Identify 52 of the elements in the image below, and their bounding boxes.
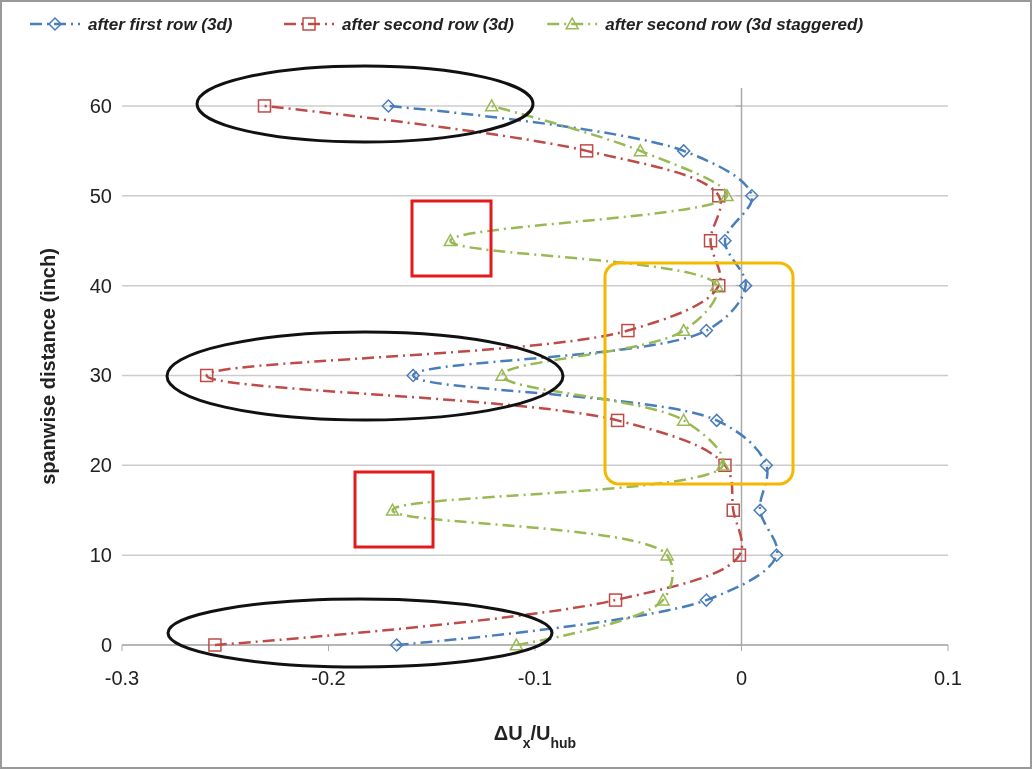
y-tick-label: 50 bbox=[89, 184, 112, 207]
point bbox=[621, 323, 635, 338]
point bbox=[443, 233, 458, 247]
point bbox=[495, 368, 509, 382]
point bbox=[509, 638, 524, 651]
point bbox=[608, 593, 623, 607]
x-tick-label: -0.2 bbox=[311, 667, 346, 689]
point bbox=[389, 638, 404, 652]
point bbox=[381, 99, 396, 113]
y-tick-label: 30 bbox=[89, 364, 112, 387]
point bbox=[610, 413, 625, 428]
point bbox=[385, 503, 400, 516]
y-tick-label: 40 bbox=[89, 274, 112, 297]
x-axis-title: ΔU$_{x}$/U$_{hub}$ bbox=[493, 722, 577, 751]
y-tick-label: 60 bbox=[89, 94, 112, 117]
point bbox=[199, 368, 214, 383]
y-tick-label: 10 bbox=[89, 544, 112, 567]
y-tick-label: 0 bbox=[100, 634, 112, 656]
point bbox=[656, 593, 670, 606]
point bbox=[208, 638, 222, 652]
point bbox=[660, 548, 674, 561]
point bbox=[257, 99, 272, 113]
point bbox=[732, 548, 747, 562]
point bbox=[676, 413, 691, 426]
x-tick-label: -0.3 bbox=[104, 667, 140, 689]
point bbox=[753, 503, 767, 517]
y-tick-label: 20 bbox=[89, 454, 112, 477]
legend-label: after second row (3d staggered) bbox=[605, 15, 864, 34]
point bbox=[745, 189, 759, 203]
x-tick-label: 0.1 bbox=[934, 667, 962, 689]
point bbox=[579, 144, 594, 158]
point bbox=[726, 503, 740, 517]
point bbox=[720, 189, 734, 202]
point bbox=[699, 593, 714, 607]
point bbox=[406, 368, 420, 383]
point bbox=[703, 233, 718, 248]
point bbox=[699, 323, 714, 338]
point bbox=[676, 144, 691, 158]
x-tick-label: -0.1 bbox=[517, 667, 553, 689]
point bbox=[633, 144, 648, 157]
point bbox=[738, 278, 753, 293]
point bbox=[712, 189, 726, 203]
legend-label: after second row (3d) bbox=[342, 15, 515, 34]
point bbox=[769, 548, 784, 562]
legend-label: after first row (3d) bbox=[88, 15, 233, 34]
point bbox=[484, 99, 499, 112]
point bbox=[676, 323, 691, 337]
point bbox=[709, 413, 724, 428]
y-axis-title: spanwise distance (inch) bbox=[37, 248, 59, 485]
point bbox=[718, 233, 732, 248]
point bbox=[759, 458, 774, 473]
x-tick-label: 0 bbox=[735, 667, 748, 689]
